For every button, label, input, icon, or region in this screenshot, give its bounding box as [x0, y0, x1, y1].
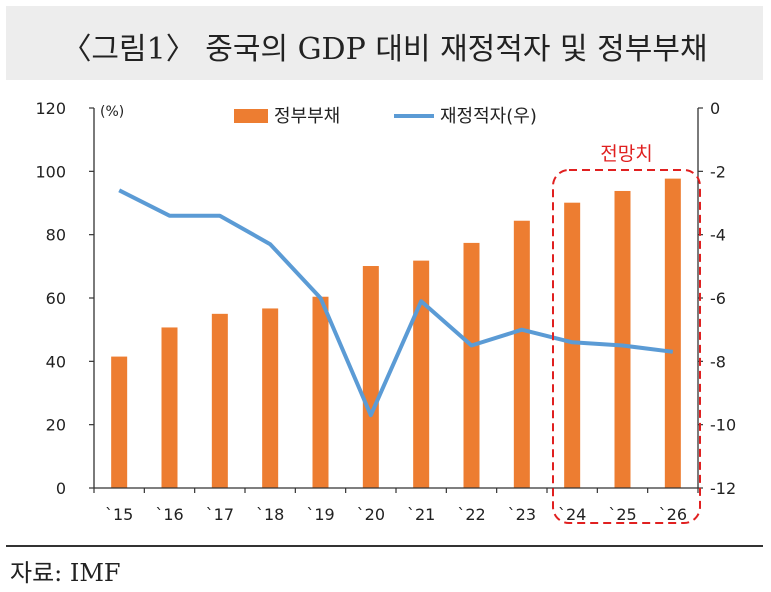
x-tick-label: `20: [357, 505, 385, 524]
left-tick-label: 120: [35, 99, 66, 118]
y-unit-label: (%): [100, 104, 124, 120]
bar-11: [614, 190, 631, 488]
right-tick-label: -10: [710, 416, 736, 435]
x-tick-label: `18: [256, 505, 284, 524]
bar-3: [211, 313, 228, 488]
bar-9: [513, 220, 530, 488]
x-tick-label: `21: [407, 505, 435, 524]
legend-label-debt: 정부부채: [274, 106, 340, 127]
right-tick-label: 0: [710, 99, 720, 118]
forecast-box: [552, 169, 701, 524]
forecast-label: 전망치: [600, 143, 652, 165]
x-tick-label: `25: [608, 505, 636, 524]
bar-series: [111, 178, 681, 488]
x-tick-label: `24: [558, 505, 586, 524]
page-title: 〈그림1〉 중국의 GDP 대비 재정적자 및 정부부채: [61, 32, 708, 67]
x-tick-label: `26: [659, 505, 687, 524]
bar-10: [564, 202, 581, 488]
legend: 정부부채 재정적자(우): [234, 106, 537, 127]
right-tick-label: -8: [710, 352, 726, 371]
bar-5: [312, 296, 329, 488]
right-tick-label: -6: [710, 289, 726, 308]
x-tick-label: `22: [457, 505, 485, 524]
legend-label-deficit: 재정적자(우): [440, 106, 537, 127]
right-tick-label: -12: [710, 479, 736, 498]
x-tick-label: `19: [306, 505, 334, 524]
left-tick-label: 100: [35, 162, 66, 181]
x-tick-label: `15: [105, 505, 133, 524]
left-tick-label: 60: [46, 289, 66, 308]
bar-2: [161, 327, 178, 488]
bar-7: [413, 260, 430, 488]
right-tick-label: -2: [710, 162, 726, 181]
left-tick-label: 80: [46, 226, 66, 245]
x-tick-label: `16: [155, 505, 183, 524]
left-tick-label: 20: [46, 416, 66, 435]
axes: 0 20 40 60 80 100 120 0 -2 -4 -6 -8 -10 -12 `15 `16 `17 `…: [35, 99, 736, 524]
source-note: 자료: IMF: [10, 559, 121, 587]
x-tick-label: `23: [508, 505, 536, 524]
bar-1: [111, 356, 128, 488]
right-tick-label: -4: [710, 226, 726, 245]
chart: 0 20 40 60 80 100 120 0 -2 -4 -6 -8 -10 -12 `15 `16 `17 `…: [35, 99, 736, 524]
bar-12: [664, 178, 681, 488]
chart-panel: 0 20 40 60 80 100 120 0 -2 -4 -6 -8 -10 -12 `15 `16 `17 `…: [6, 80, 763, 547]
bar-4: [262, 308, 279, 488]
x-tick-label: `17: [206, 505, 234, 524]
title-bar: 〈그림1〉 중국의 GDP 대비 재정적자 및 정부부채: [6, 6, 763, 80]
bar-8: [463, 242, 480, 488]
left-tick-label: 40: [46, 352, 66, 371]
left-tick-label: 0: [56, 479, 66, 498]
deficit-line: [118, 188, 674, 418]
bar-6: [362, 266, 379, 488]
legend-swatch-debt: [234, 109, 268, 123]
